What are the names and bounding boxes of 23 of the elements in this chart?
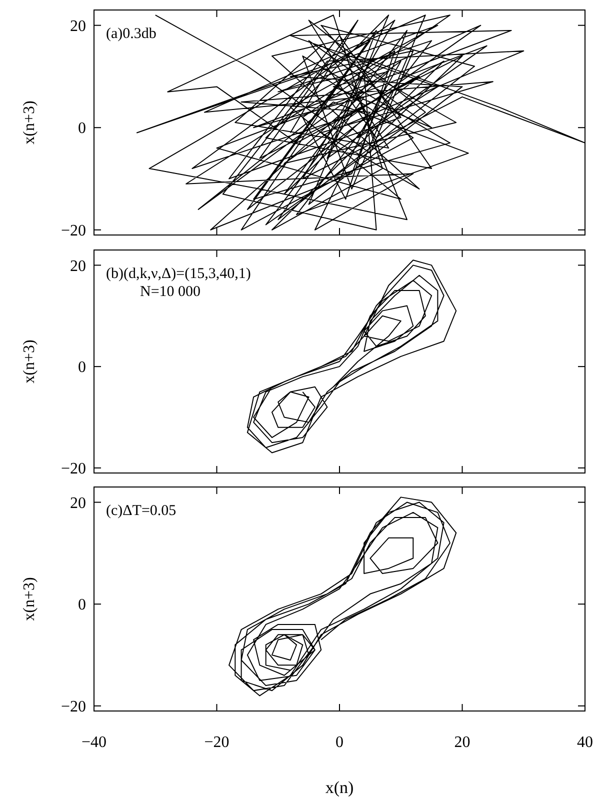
y-tick-label: 20 <box>70 258 86 275</box>
annotation: (c)ΔT=0.05 <box>106 503 176 519</box>
y-tick-label: 0 <box>78 596 86 614</box>
y-tick-label: 20 <box>70 494 86 512</box>
y-axis-title: x(n+3) <box>21 100 38 144</box>
x-tick-label: 0 <box>336 734 344 751</box>
annotation: (a)0.3db <box>106 26 156 42</box>
line-series <box>228 496 457 696</box>
x-tick-label: −20 <box>204 734 230 751</box>
x-tick-label: 20 <box>454 734 470 751</box>
y-axis-title: x(n+3) <box>21 577 38 621</box>
annotation: N=10 000 <box>140 284 201 300</box>
x-tick-label: 40 <box>577 734 593 751</box>
annotation: (b)(d,k,ν,Δ)=(15,3,40,1) <box>106 266 251 282</box>
y-tick-label: −20 <box>60 698 86 716</box>
y-tick-label: 20 <box>70 18 86 35</box>
y-tick-label: 0 <box>78 120 86 138</box>
x-axis-title: x(n) <box>325 778 354 797</box>
y-tick-label: −20 <box>60 222 86 240</box>
x-tick-label: −40 <box>81 734 107 751</box>
y-axis-title: x(n+3) <box>21 340 38 384</box>
y-tick-label: 0 <box>78 359 86 376</box>
y-tick-label: −20 <box>60 460 86 478</box>
